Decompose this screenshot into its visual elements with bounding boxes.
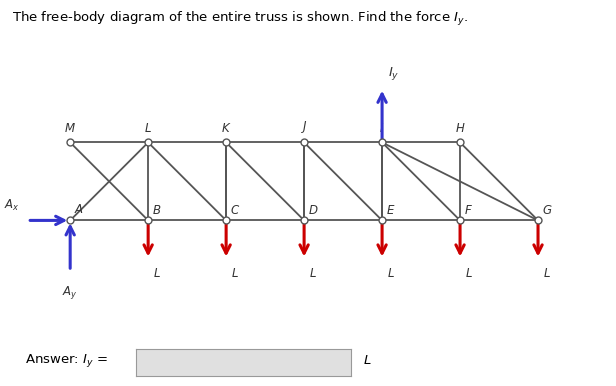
Text: $K$: $K$	[221, 122, 232, 135]
Text: $D$: $D$	[308, 203, 318, 217]
Text: $I$: $I$	[379, 122, 384, 135]
Text: $E$: $E$	[386, 203, 395, 217]
Text: $J$: $J$	[301, 119, 307, 135]
Text: $L$: $L$	[464, 267, 472, 280]
Text: $A$: $A$	[74, 203, 84, 216]
Text: $L$: $L$	[144, 122, 152, 135]
Text: $L$: $L$	[231, 267, 238, 280]
Text: $C$: $C$	[230, 203, 240, 217]
Text: Answer: $I_y$ =: Answer: $I_y$ =	[25, 352, 108, 369]
Text: $L$: $L$	[543, 267, 551, 280]
Text: $B$: $B$	[152, 203, 161, 217]
Text: $F$: $F$	[464, 203, 473, 217]
Text: $L$: $L$	[309, 267, 317, 280]
Text: $I_y$: $I_y$	[388, 64, 400, 81]
Text: $L$: $L$	[387, 267, 395, 280]
Text: $M$: $M$	[64, 122, 76, 135]
Text: $A_y$: $A_y$	[62, 284, 78, 301]
Text: $L$: $L$	[363, 354, 372, 367]
Text: The free-body diagram of the entire truss is shown. Find the force $I_y$.: The free-body diagram of the entire trus…	[12, 10, 468, 28]
Text: $G$: $G$	[542, 203, 553, 217]
Text: $A_x$: $A_x$	[4, 198, 20, 213]
Text: $L$: $L$	[153, 267, 161, 280]
Text: $H$: $H$	[455, 122, 465, 135]
